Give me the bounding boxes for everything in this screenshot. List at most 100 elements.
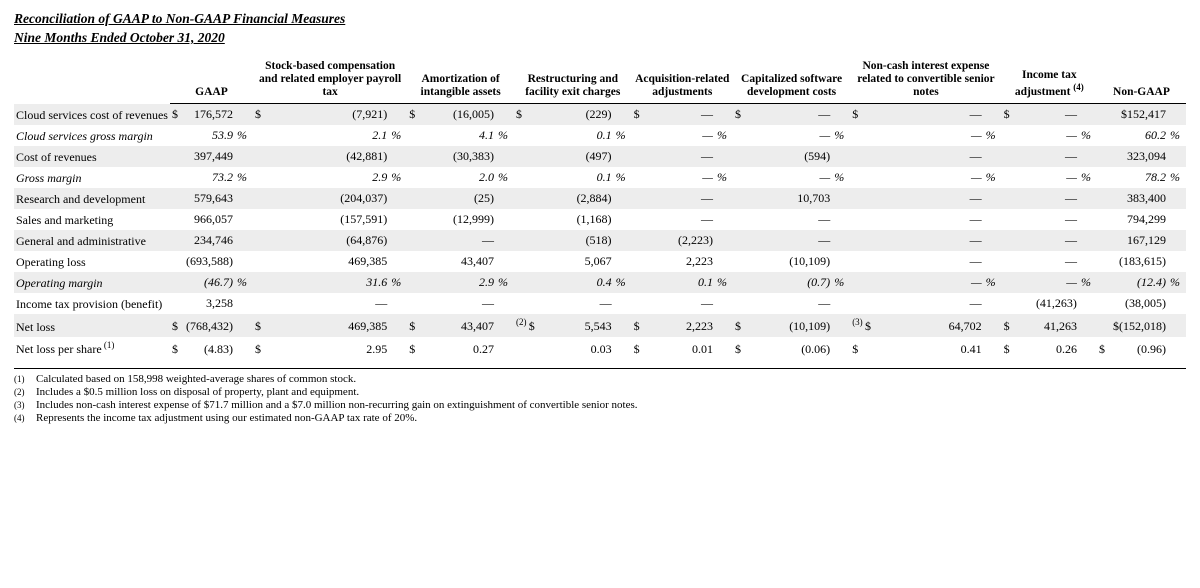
cell-symbol — [733, 146, 747, 167]
cell-symbol — [1097, 209, 1111, 230]
cell-suffix — [614, 209, 632, 230]
cell-suffix — [1168, 209, 1186, 230]
cell-symbol — [407, 125, 421, 146]
cell-symbol — [1002, 230, 1016, 251]
cell-value: — — [873, 167, 984, 188]
cell-value: 397,449 — [184, 146, 235, 167]
row-label: Cloud services cost of revenues — [14, 104, 170, 126]
table-row: General and administrative234,746(64,876… — [14, 230, 1186, 251]
row-label: Net loss per share (1) — [14, 337, 170, 360]
row-label: Cost of revenues — [14, 146, 170, 167]
cell-value: 43,407 — [421, 251, 496, 272]
row-label: Gross margin — [14, 167, 170, 188]
cell-suffix: % — [1168, 167, 1186, 188]
table-row: Cloud services cost of revenues$176,572$… — [14, 104, 1186, 126]
row-label: Operating loss — [14, 251, 170, 272]
cell-value: (2,884) — [537, 188, 614, 209]
cell-value: 579,643 — [184, 188, 235, 209]
cell-value: — — [267, 293, 389, 314]
table-row: Net loss per share (1)$(4.83)$2.95$0.270… — [14, 337, 1186, 360]
cell-suffix — [235, 188, 253, 209]
cell-value: 64,702 — [873, 314, 984, 337]
cell-value: 794,299 — [1111, 209, 1168, 230]
cell-suffix — [984, 146, 1002, 167]
cell-suffix — [496, 230, 514, 251]
page-title-line2: Nine Months Ended October 31, 2020 — [14, 29, 1186, 48]
cell-value: — — [873, 272, 984, 293]
cell-symbol — [632, 209, 646, 230]
cell-suffix — [715, 188, 733, 209]
cell-symbol: $ — [1097, 337, 1111, 360]
cell-symbol — [170, 251, 184, 272]
cell-suffix: % — [389, 125, 407, 146]
cell-suffix — [1168, 188, 1186, 209]
cell-symbol — [253, 230, 267, 251]
table-header-row: GAAP Stock-based compensation and relate… — [14, 58, 1186, 104]
cell-suffix: % — [1168, 125, 1186, 146]
cell-symbol — [170, 188, 184, 209]
cell-suffix: % — [1168, 272, 1186, 293]
cell-suffix: % — [715, 125, 733, 146]
cell-value: 4.1 — [421, 125, 496, 146]
cell-suffix — [832, 251, 850, 272]
cell-symbol: $ — [170, 337, 184, 360]
cell-symbol — [632, 251, 646, 272]
cell-value: 2.9 — [267, 167, 389, 188]
cell-symbol — [632, 125, 646, 146]
cell-value: — — [646, 209, 715, 230]
cell-value: — — [747, 209, 832, 230]
footnote-marker: (2) — [14, 386, 36, 397]
cell-suffix — [984, 209, 1002, 230]
cell-suffix: % — [235, 272, 253, 293]
cell-symbol — [1002, 293, 1016, 314]
col-head-footnote: (4) — [1073, 82, 1084, 92]
cell-symbol — [514, 230, 537, 251]
cell-value: 469,385 — [267, 314, 389, 337]
cell-symbol — [1097, 251, 1111, 272]
cell-symbol — [733, 230, 747, 251]
cell-symbol — [1097, 167, 1111, 188]
cell-suffix — [715, 230, 733, 251]
cell-value: 0.01 — [646, 337, 715, 360]
table-row: Cost of revenues397,449(42,881)(30,383)(… — [14, 146, 1186, 167]
cell-symbol — [850, 146, 873, 167]
cell-value: 53.9 — [184, 125, 235, 146]
cell-symbol — [850, 230, 873, 251]
cell-value: — — [1016, 104, 1079, 126]
cell-symbol: $ — [253, 337, 267, 360]
cell-suffix — [1168, 146, 1186, 167]
cell-suffix — [235, 209, 253, 230]
cell-suffix: % — [715, 167, 733, 188]
cell-value: — — [646, 146, 715, 167]
cell-suffix — [235, 314, 253, 337]
cell-value: — — [873, 146, 984, 167]
cell-value: 2.9 — [421, 272, 496, 293]
cell-symbol: $ — [253, 314, 267, 337]
cell-symbol — [514, 209, 537, 230]
cell-suffix — [235, 337, 253, 360]
cell-symbol — [850, 188, 873, 209]
cell-symbol — [632, 146, 646, 167]
cell-suffix: % — [832, 125, 850, 146]
cell-symbol — [1097, 272, 1111, 293]
cell-value: 0.1 — [646, 272, 715, 293]
cell-symbol: $ — [407, 337, 421, 360]
cell-symbol — [1002, 272, 1016, 293]
row-label: Operating margin — [14, 272, 170, 293]
footnote: (3)Includes non-cash interest expense of… — [14, 399, 1186, 411]
cell-suffix — [832, 104, 850, 126]
cell-symbol — [850, 125, 873, 146]
cell-symbol: $ — [514, 104, 537, 126]
cell-suffix — [832, 337, 850, 360]
cell-suffix — [1079, 314, 1097, 337]
cell-value: (10,109) — [747, 314, 832, 337]
col-head-text: Income tax adjustment — [1015, 69, 1077, 98]
cell-suffix — [984, 337, 1002, 360]
cell-suffix — [832, 293, 850, 314]
cell-symbol — [253, 188, 267, 209]
cell-value: 10,703 — [747, 188, 832, 209]
cell-suffix — [389, 337, 407, 360]
cell-value: — — [1016, 167, 1079, 188]
cell-suffix: % — [1079, 272, 1097, 293]
cell-suffix — [496, 314, 514, 337]
